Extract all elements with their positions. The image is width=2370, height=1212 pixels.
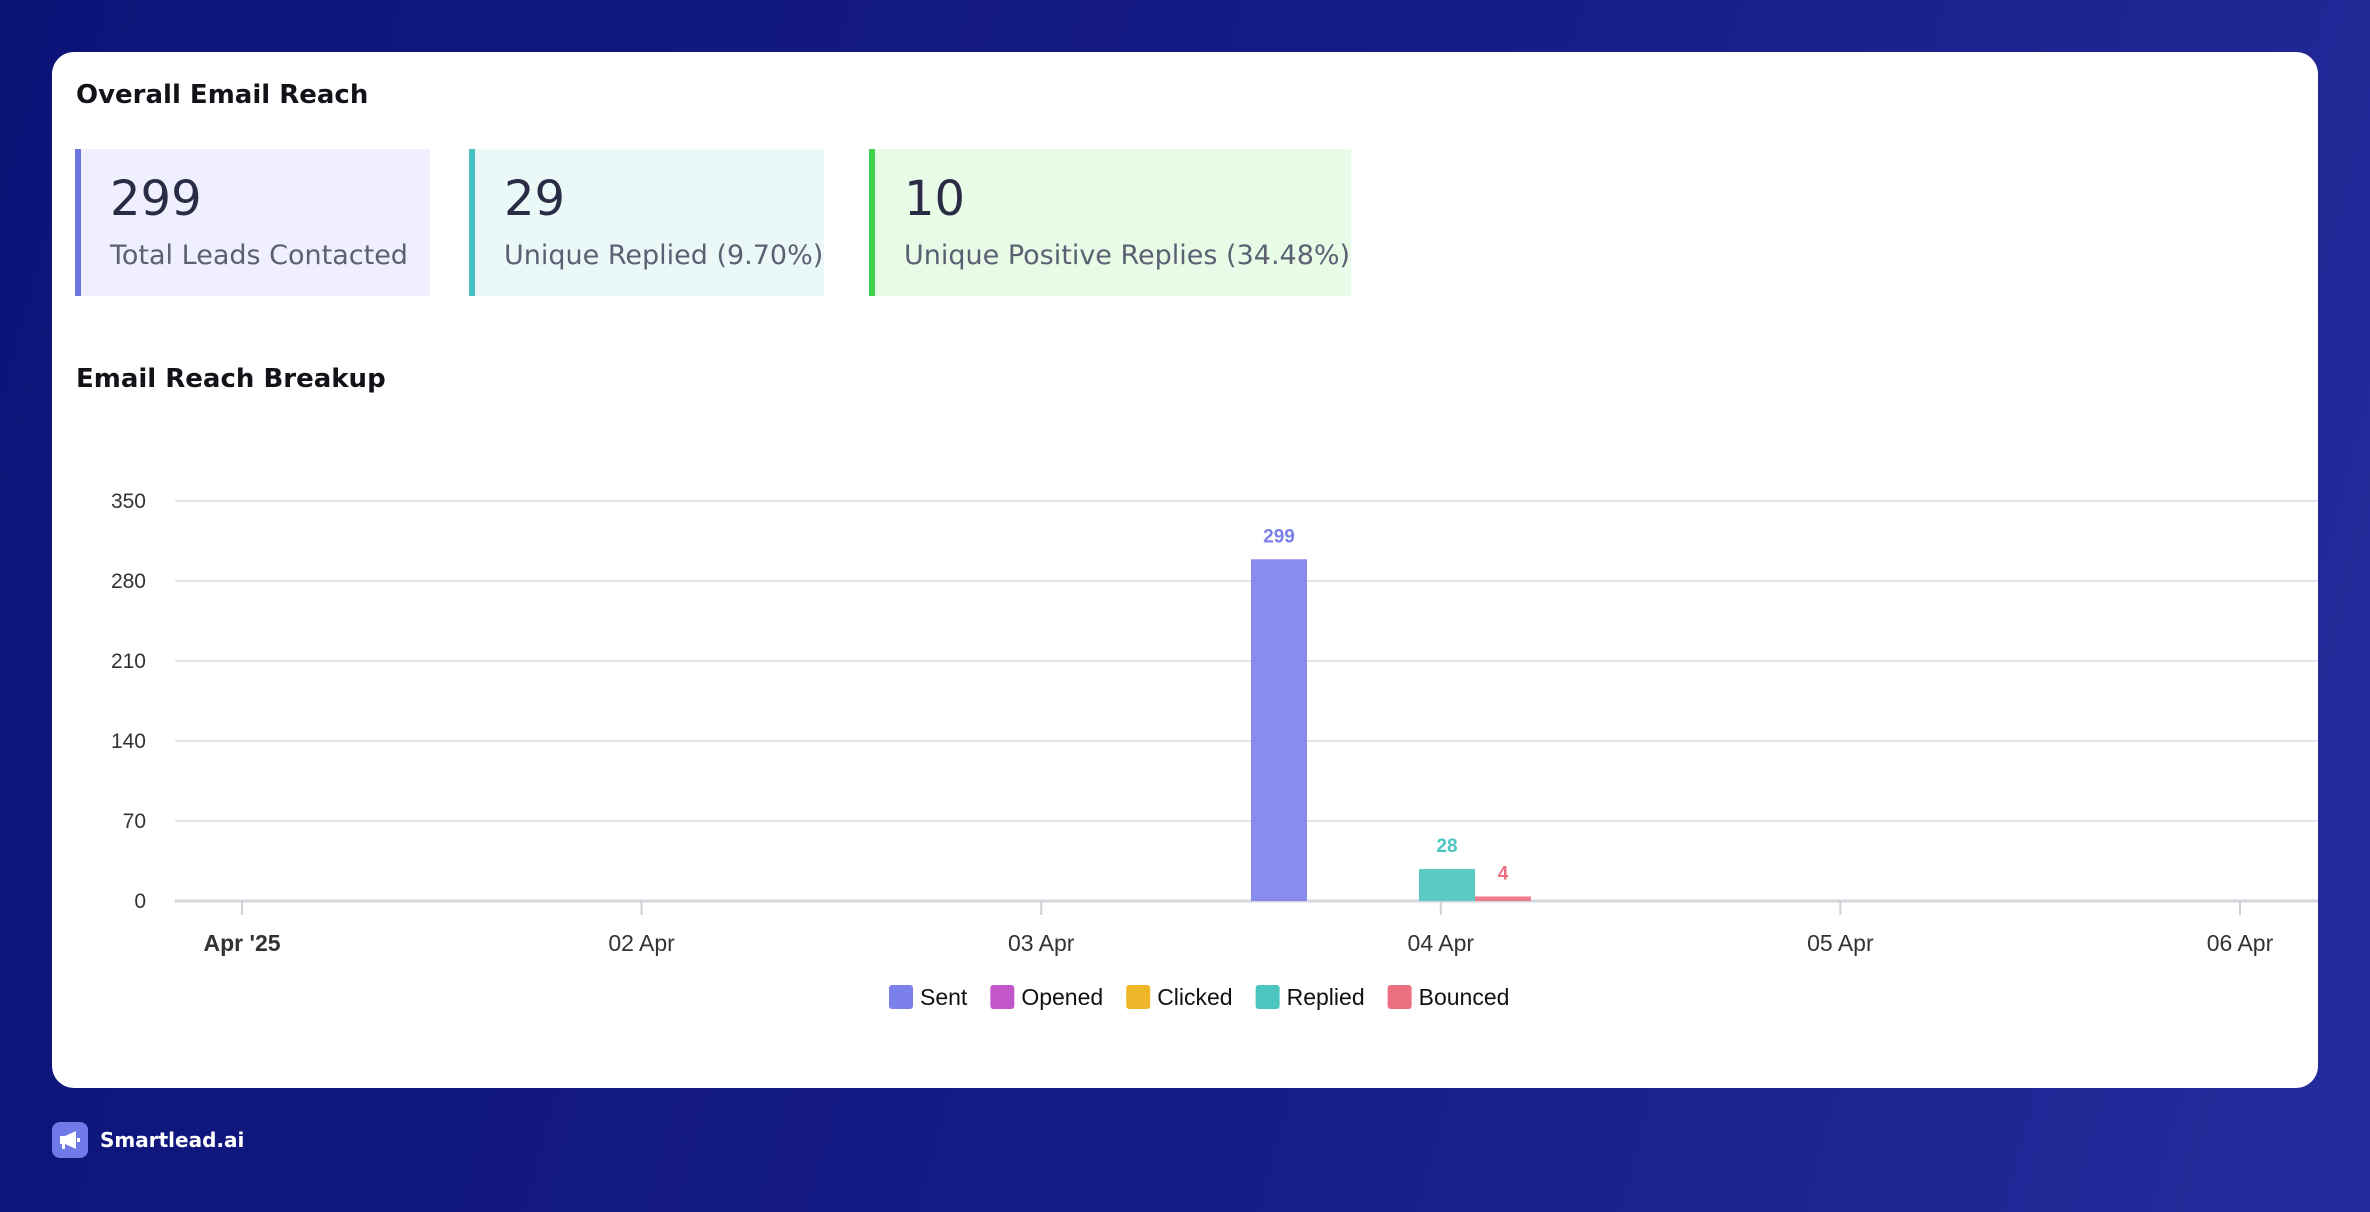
y-tick-label: 350 [111,490,146,513]
x-axis: Apr '25 02 Apr 03 Apr 04 Apr 05 Apr 06 Apr [203,901,2274,956]
bar-sent [1251,559,1307,901]
chart-bars [1251,559,1531,901]
data-label: 299 [1263,526,1295,547]
x-tick-label: 02 Apr [608,930,675,956]
legend-swatch [990,985,1015,1009]
data-label: 4 [1498,863,1509,884]
x-tick-label: Apr '25 [203,930,280,956]
data-label: 28 [1436,836,1457,857]
stat-total-leads-contacted: 299 Total Leads Contacted [75,149,430,296]
chart-data-labels: 299 28 4 [1263,526,1509,884]
bar-replied [1419,869,1475,901]
legend-label: Opened [1021,984,1103,1010]
y-tick-label: 0 [134,890,146,913]
stat-value: 10 [904,171,966,227]
x-tick-label: 04 Apr [1408,930,1475,956]
overall-email-reach-title: Overall Email Reach [76,80,369,110]
email-reach-chart: 0 70 140 210 280 350 Apr '25 02 Apr 03 Apr 04 Ap… [111,490,2318,1010]
y-tick-label: 210 [111,650,146,673]
footer-brand: Smartlead.ai [52,1122,244,1158]
x-tick-label: 03 Apr [1008,930,1075,956]
y-axis: 0 70 140 210 280 350 [111,490,146,913]
email-reach-breakup-title: Email Reach Breakup [76,364,386,394]
stat-label: Unique Positive Replies (34.48%) [904,240,1351,271]
legend-label: Sent [920,984,968,1010]
stat-unique-replied: 29 Unique Replied (9.70%) [469,149,824,296]
stat-label: Unique Replied (9.70%) [504,240,824,271]
legend-swatch [1126,985,1151,1009]
stat-value: 29 [504,171,566,227]
bar-bounced [1475,896,1531,901]
x-tick-label: 06 Apr [2207,930,2274,956]
legend-swatch [889,985,913,1009]
stat-unique-positive-replies: 10 Unique Positive Replies (34.48%) [869,149,1351,296]
brand-name: Smartlead.ai [100,1128,245,1152]
chart-legend: Sent Opened Clicked Replied Bounced [889,984,1509,1010]
y-tick-label: 140 [111,730,146,753]
y-tick-label: 280 [111,570,146,593]
x-tick-label: 05 Apr [1807,930,1874,956]
legend-swatch [1387,985,1412,1009]
email-reach-card: Overall Email Reach 299 Total Leads Cont… [52,52,2318,1088]
stat-label: Total Leads Contacted [110,240,408,271]
legend-swatch [1255,985,1280,1009]
legend-label: Replied [1287,984,1365,1010]
legend-label: Bounced [1419,984,1510,1010]
stat-value: 299 [110,171,202,227]
megaphone-icon [52,1122,88,1158]
chart-gridlines [175,500,2318,903]
y-tick-label: 70 [123,810,146,833]
legend-label: Clicked [1157,984,1232,1010]
